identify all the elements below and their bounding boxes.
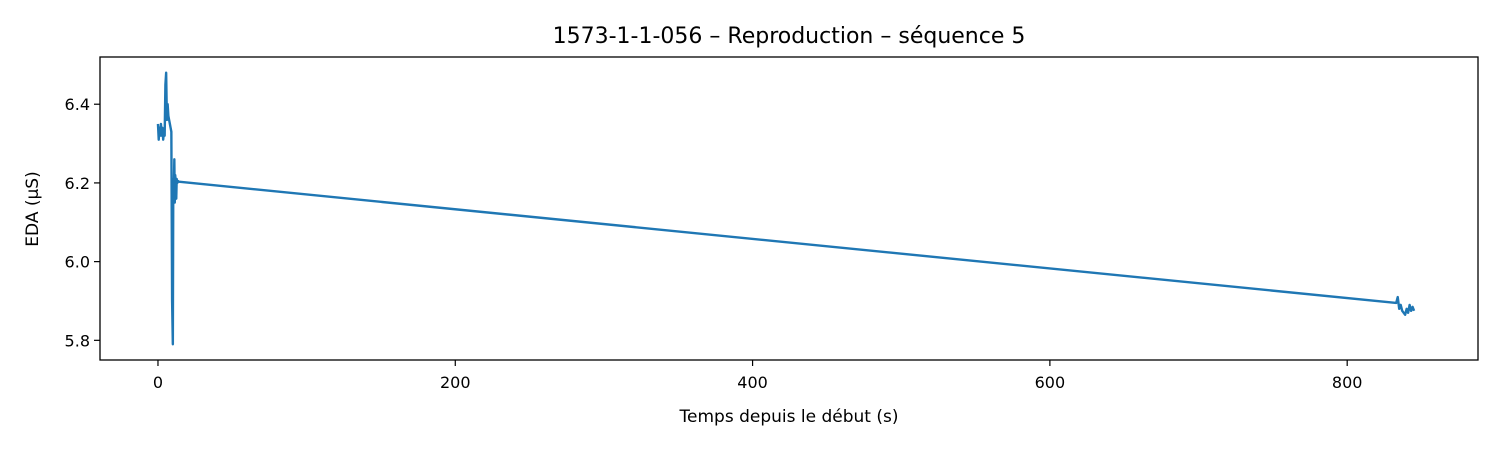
y-axis: 5.8 6.0 6.2 6.4 xyxy=(65,95,100,350)
plot-area xyxy=(100,57,1478,360)
plot-frame-border xyxy=(99,56,1479,361)
series-layer xyxy=(156,71,1416,346)
x-tick-label: 0 xyxy=(153,373,163,392)
y-tick-label: 6.4 xyxy=(65,95,90,114)
x-tick-label: 200 xyxy=(440,373,471,392)
y-tick-label: 6.0 xyxy=(65,253,90,272)
y-tick-label: 5.8 xyxy=(65,331,90,350)
x-axis: 0 200 400 600 800 xyxy=(153,360,1363,392)
x-tick-label: 800 xyxy=(1332,373,1363,392)
x-tick-label: 400 xyxy=(737,373,768,392)
y-tick-label: 6.2 xyxy=(65,174,90,193)
series-line-0 xyxy=(156,71,1416,346)
x-tick-label: 600 xyxy=(1035,373,1066,392)
x-axis-label: Temps depuis le début (s) xyxy=(679,407,899,427)
y-axis-label: EDA (µS) xyxy=(23,171,43,246)
chart-title: 1573-1-1-056 – Reproduction – séquence 5 xyxy=(553,24,1026,49)
